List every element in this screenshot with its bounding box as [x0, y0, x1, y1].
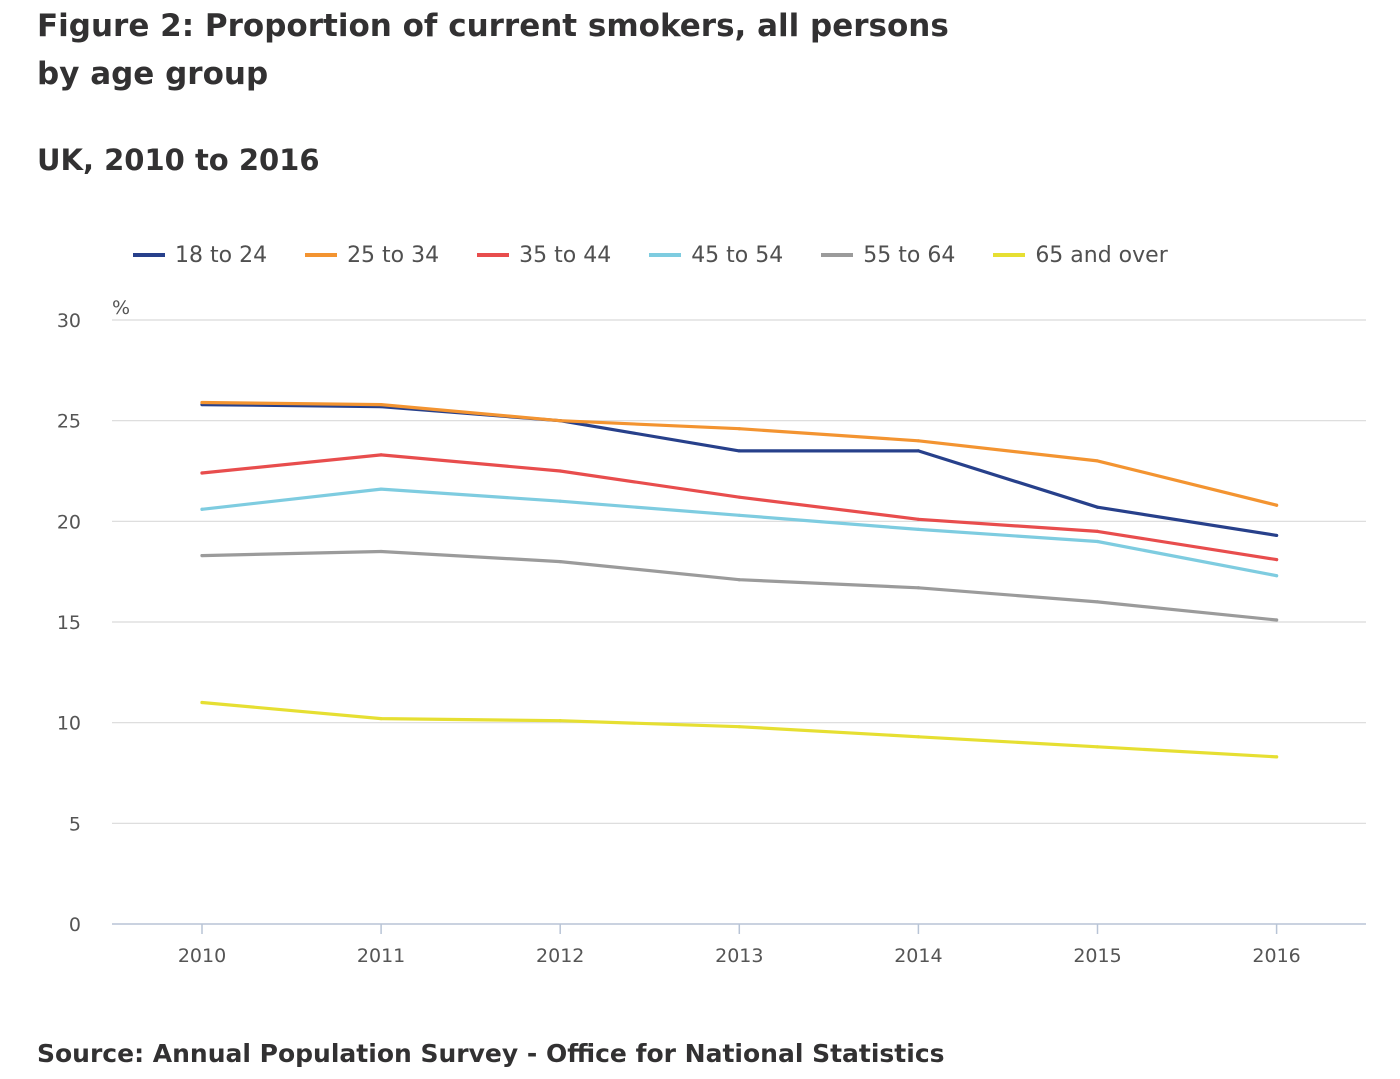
- legend-label: 45 to 54: [691, 242, 784, 268]
- data-point: [737, 495, 741, 499]
- data-point: [1095, 539, 1100, 544]
- x-tick-label: 2014: [894, 945, 942, 967]
- data-point: [1095, 459, 1100, 463]
- legend-swatch: [821, 253, 854, 257]
- data-point: [379, 453, 383, 457]
- data-point: [379, 487, 383, 491]
- x-tick-label: 2015: [1073, 945, 1121, 967]
- legend-swatch: [133, 253, 165, 257]
- data-point: [916, 735, 921, 739]
- legend-label: 25 to 34: [347, 242, 440, 268]
- data-point: [200, 400, 204, 405]
- legend-swatch: [305, 253, 338, 257]
- data-point: [200, 553, 204, 558]
- data-point: [558, 419, 562, 423]
- x-tick-label: 2016: [1252, 945, 1300, 967]
- y-tick-label: 10: [57, 713, 81, 735]
- y-tick-label: 20: [57, 511, 81, 533]
- data-point: [737, 513, 741, 517]
- legend-item-4: 45 to 54: [649, 243, 783, 268]
- x-tick-label: 2012: [536, 945, 584, 967]
- data-point: [1275, 574, 1279, 578]
- data-point: [558, 499, 562, 503]
- legend-swatch: [477, 253, 510, 257]
- legend-item-6: 65 and over: [993, 242, 1168, 268]
- source-note: Source: Annual Population Survey - Offic…: [37, 1039, 945, 1068]
- y-tick-label: 15: [57, 612, 81, 634]
- data-point: [916, 517, 921, 521]
- x-tick-label: 2013: [715, 945, 763, 967]
- data-point: [379, 717, 383, 721]
- data-point: [200, 507, 204, 511]
- data-point: [1275, 618, 1279, 622]
- legend-item-5: 55 to 64: [821, 243, 955, 268]
- y-tick-label: 5: [69, 813, 81, 835]
- data-point: [1275, 557, 1279, 562]
- legend-label: 65 and over: [1035, 242, 1168, 268]
- data-point: [200, 471, 204, 475]
- y-axis-label: %: [112, 297, 130, 319]
- legend-label: 35 to 44: [519, 242, 612, 268]
- series-line-4: [200, 487, 1279, 578]
- legend-swatch: [993, 253, 1026, 257]
- legend-item-2: 25 to 34: [305, 243, 439, 268]
- data-point: [1095, 529, 1100, 534]
- data-point: [1275, 503, 1279, 507]
- series-line-5: [200, 549, 1279, 622]
- data-point: [737, 578, 741, 582]
- data-point: [916, 439, 921, 443]
- data-point: [1095, 600, 1100, 604]
- x-tick-label: 2010: [178, 945, 226, 967]
- data-point: [200, 700, 204, 705]
- series-line-6: [200, 700, 1279, 759]
- data-point: [737, 427, 741, 431]
- legend-item-3: 35 to 44: [477, 243, 611, 268]
- y-tick-label: 25: [57, 411, 81, 433]
- data-point: [1095, 745, 1100, 749]
- data-point: [379, 402, 383, 407]
- chart-title: Figure 2: Proportion of current smokers,…: [37, 8, 949, 92]
- data-point: [1275, 755, 1279, 759]
- data-point: [916, 527, 921, 531]
- legend-item-1: 18 to 24: [133, 243, 267, 268]
- x-tick-label: 2011: [357, 945, 405, 967]
- data-point: [1095, 505, 1100, 509]
- data-point: [916, 586, 921, 590]
- chart-subtitle: UK, 2010 to 2016: [37, 143, 320, 177]
- chart-legend: 18 to 24 25 to 34 35 to 44 45 to 54 55 to 64…: [133, 238, 1206, 272]
- data-point: [558, 469, 562, 473]
- y-tick-label: 30: [57, 310, 81, 332]
- data-point: [558, 560, 562, 564]
- legend-swatch: [649, 253, 682, 257]
- legend-label: 18 to 24: [175, 242, 268, 268]
- data-point: [1275, 533, 1279, 538]
- y-tick-label: 0: [69, 914, 81, 936]
- line-chart: 0 5 10 15 20 25 30% 2010 2011 2012 2013 2014 2015 201…: [57, 297, 1366, 967]
- data-point: [379, 549, 383, 554]
- data-point: [737, 449, 741, 453]
- data-point: [737, 725, 741, 729]
- legend-label: 55 to 64: [863, 242, 956, 268]
- data-point: [916, 449, 921, 453]
- data-point: [558, 719, 562, 723]
